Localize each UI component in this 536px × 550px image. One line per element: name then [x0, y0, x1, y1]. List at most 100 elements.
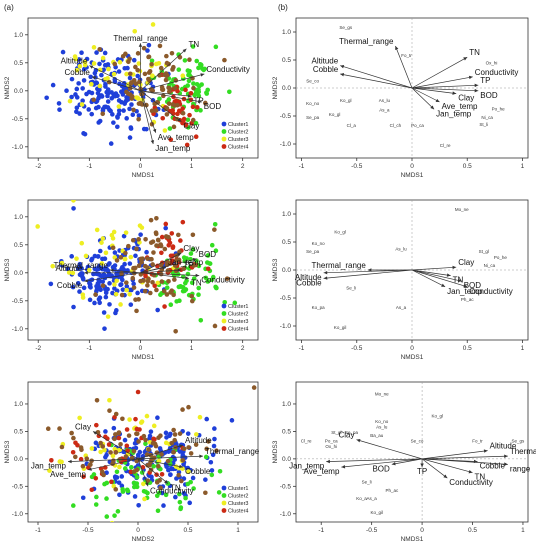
point-cluster1 [76, 57, 82, 62]
point-cluster4 [89, 487, 95, 493]
point-cluster1 [79, 50, 84, 56]
point-cluster4 [135, 389, 141, 395]
point-brown [155, 237, 161, 243]
y-tick-label: 0.0 [14, 456, 23, 463]
point-brown [251, 385, 257, 390]
species-label: Cl_ch [390, 123, 402, 128]
vector-arrowhead [179, 464, 183, 469]
point-cluster3 [89, 446, 95, 451]
point-cluster1 [94, 283, 99, 289]
species-label: Cl_re [440, 143, 451, 148]
species-label: Se_pa [306, 249, 320, 254]
vector-label: BOD [199, 250, 217, 259]
point-cluster3 [79, 102, 85, 107]
point-brown [193, 262, 199, 268]
species-label: Po_ca [411, 123, 424, 128]
point-brown [161, 288, 167, 294]
legend-swatch [221, 121, 227, 127]
point-cluster1 [74, 95, 80, 100]
point-brown [99, 469, 105, 475]
point-cluster1 [212, 436, 217, 442]
point-cluster1 [99, 72, 104, 78]
x-tick-label: 0 [410, 345, 414, 352]
species-label: Ph_ac [385, 488, 399, 493]
point-brown [177, 249, 182, 255]
point-cluster1 [110, 112, 115, 117]
point-brown [147, 462, 152, 468]
point-brown [190, 232, 196, 238]
vector-arrowhead [323, 276, 328, 280]
y-tick-label: -1.0 [12, 144, 24, 151]
point-cluster1 [116, 480, 122, 485]
point-cluster2 [196, 93, 202, 99]
point-brown [171, 427, 176, 433]
point-brown [131, 469, 137, 474]
point-cluster3 [142, 496, 147, 502]
point-cluster2 [205, 279, 211, 284]
vector-label: Altitude [61, 57, 88, 66]
point-cluster2 [155, 508, 161, 514]
y-axis-label: NMDS2 [272, 76, 279, 99]
vector-label: Jan_temp [168, 258, 204, 267]
point-cluster2 [188, 479, 193, 485]
point-cluster1 [57, 107, 62, 112]
point-cluster1 [121, 108, 126, 113]
point-cluster2 [201, 67, 206, 73]
vector-arrowhead [177, 118, 182, 122]
point-cluster4 [109, 479, 114, 485]
point-brown [150, 262, 155, 267]
point-cluster2 [129, 464, 134, 470]
species-label: Ko_a [356, 496, 367, 501]
point-brown [131, 285, 137, 290]
point-cluster3 [91, 45, 97, 50]
x-tick-label: 0 [420, 527, 424, 534]
point-brown [149, 256, 154, 262]
point-brown [181, 446, 187, 452]
vector-arrowhead [463, 57, 468, 61]
point-brown [179, 478, 184, 484]
point-brown [214, 448, 219, 454]
point-brown [113, 411, 119, 417]
point-cluster4 [190, 104, 196, 110]
point-brown [123, 250, 128, 256]
vector-arrowhead [443, 474, 448, 479]
point-brown [131, 448, 137, 454]
point-cluster1 [93, 440, 99, 446]
vector-arrow [411, 269, 451, 276]
y-tick-label: 0.5 [14, 60, 23, 67]
vector-arrow [323, 269, 413, 279]
chart-b1: -1 -0.5 0 0.5 1 -1.0 -0.5 0.0 0.5 1.0 NMDS1 NMDS2 Se… [272, 17, 529, 179]
species-label: Se_li [362, 480, 372, 485]
point-cluster1 [101, 67, 106, 73]
point-cluster1 [124, 116, 129, 121]
point-cluster1 [177, 449, 183, 454]
point-cluster3 [123, 230, 129, 235]
point-brown [153, 231, 159, 237]
point-cluster3 [118, 302, 123, 307]
point-cluster2 [134, 481, 140, 486]
point-cluster1 [71, 304, 76, 310]
species-label: Se_gs [339, 25, 353, 30]
point-cluster2 [196, 285, 202, 291]
point-cluster1 [135, 290, 140, 296]
point-cluster1 [141, 126, 147, 132]
point-cluster1 [93, 80, 99, 85]
vector-label: Conductivity [150, 486, 194, 495]
point-cluster4 [124, 427, 130, 432]
point-cluster4 [143, 273, 148, 279]
y-tick-label: 0.0 [282, 267, 291, 274]
point-cluster3 [117, 464, 122, 470]
vector-label: Jan_temp [31, 462, 67, 471]
point-cluster2 [114, 469, 120, 475]
vector-arrowhead [150, 140, 155, 144]
species-label: Fo_tr [472, 438, 483, 443]
vector-label: Thermal_range [312, 261, 367, 270]
point-cluster1 [185, 431, 191, 436]
point-cluster4 [175, 88, 180, 94]
vector-label: Clay [75, 422, 91, 431]
y-tick-label: 0.5 [282, 239, 291, 246]
point-cluster1 [164, 435, 169, 440]
point-cluster2 [177, 499, 183, 505]
plot-frame [27, 381, 259, 523]
vector-arrow [411, 87, 440, 103]
